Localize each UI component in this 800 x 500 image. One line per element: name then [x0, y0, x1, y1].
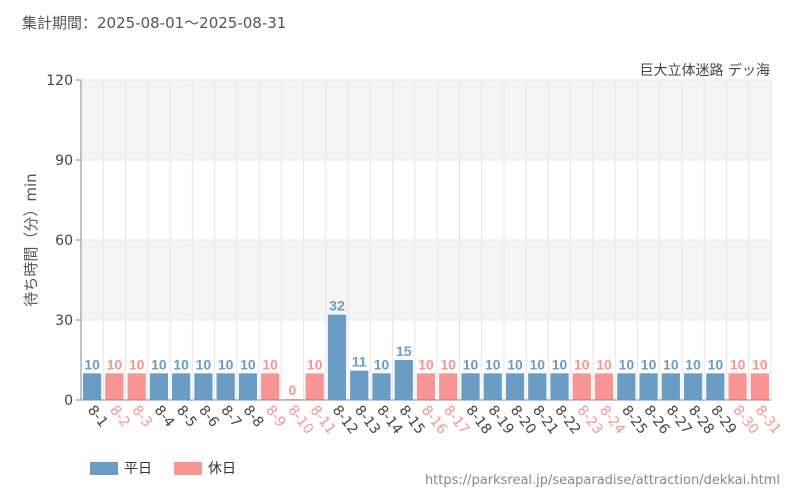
data-labels: 10 10 10 10 10 10 10 10 10 0 10 32 11 10 15 10 10 10 10 10 1…	[84, 298, 768, 399]
data-label-8-28: 10	[685, 356, 701, 372]
data-label-8-3: 10	[129, 356, 145, 372]
x-tick-label-8-6: 8-6	[195, 403, 222, 431]
source-url: https://parksreal.jp/seaparadise/attract…	[424, 473, 780, 488]
data-label-8-27: 10	[663, 356, 679, 372]
data-label-8-23: 10	[574, 356, 590, 372]
data-label-8-17: 10	[440, 356, 456, 372]
legend-swatch-weekday	[90, 461, 118, 475]
x-tick-label-8-9: 8-9	[262, 403, 289, 431]
data-label-8-26: 10	[641, 356, 657, 372]
data-label-8-15: 15	[396, 343, 412, 359]
x-tick-label-8-7: 8-7	[218, 403, 245, 431]
data-label-8-22: 10	[552, 356, 568, 372]
data-label-8-11: 10	[307, 356, 323, 372]
bar-8-11	[305, 373, 324, 400]
y-tick-label: 30	[55, 313, 73, 329]
bar-8-29	[706, 373, 725, 400]
data-label-8-16: 10	[418, 356, 434, 372]
bar-8-16	[416, 373, 436, 400]
bar-8-4	[149, 373, 169, 400]
grid-lines	[80, 79, 772, 401]
grid-band	[81, 80, 771, 160]
x-tick-labels: 8-18-28-38-48-58-68-78-88-98-108-118-128…	[84, 403, 784, 438]
bar-8-18	[461, 373, 480, 400]
data-label-8-4: 10	[151, 356, 167, 372]
data-label-8-19: 10	[485, 356, 501, 372]
legend-swatch-holiday	[174, 461, 202, 475]
background-bands	[81, 80, 771, 320]
bar-8-6	[194, 373, 213, 400]
data-label-8-9: 10	[262, 356, 278, 372]
y-tick-labels: 0 30 60 90 120	[46, 73, 73, 409]
bar-8-14	[372, 373, 391, 400]
bar-8-31	[750, 373, 769, 400]
x-tick-label-8-5: 8-5	[173, 403, 200, 431]
bar-8-17	[439, 373, 458, 400]
data-label-8-5: 10	[173, 356, 189, 372]
bar-8-30	[728, 373, 747, 400]
bar-8-5	[172, 373, 191, 400]
bar-8-26	[639, 373, 658, 400]
data-label-8-20: 10	[507, 356, 523, 372]
bar-8-24	[594, 373, 614, 400]
bar-8-8	[238, 373, 258, 400]
bar-8-19	[483, 373, 502, 400]
grid-band	[81, 240, 771, 320]
x-tick-label-8-8: 8-8	[240, 403, 267, 431]
bar-8-25	[617, 373, 636, 400]
data-label-8-8: 10	[240, 356, 256, 372]
legend-label-holiday: 休日	[208, 461, 236, 477]
data-label-8-18: 10	[463, 356, 479, 372]
bar-8-27	[661, 373, 680, 400]
bar-8-13	[350, 370, 369, 400]
x-tick-label-8-2: 8-2	[106, 403, 133, 431]
data-label-8-21: 10	[530, 356, 546, 372]
attraction-name: 巨大立体迷路 デッ海	[639, 63, 770, 79]
bar-8-15	[394, 360, 413, 400]
legend-item-weekday: 平日	[90, 458, 152, 478]
legend-label-weekday: 平日	[124, 461, 152, 477]
y-tick-label: 120	[46, 73, 73, 89]
data-label-8-10: 0	[289, 382, 297, 398]
data-label-8-14: 10	[374, 356, 390, 372]
bar-8-7	[216, 373, 235, 400]
y-tick-label: 0	[64, 393, 73, 409]
bar-8-3	[127, 373, 146, 400]
bar-8-23	[572, 373, 591, 400]
legend: 平日 休日	[90, 458, 236, 478]
y-tick-label: 90	[55, 153, 73, 169]
legend-item-holiday: 休日	[174, 458, 236, 478]
data-label-8-2: 10	[107, 356, 123, 372]
x-tick-label-8-3: 8-3	[128, 403, 155, 431]
data-label-8-31: 10	[752, 356, 768, 372]
x-tick-label-8-1: 8-1	[84, 403, 111, 431]
bar-8-21	[528, 373, 547, 400]
data-label-8-24: 10	[596, 356, 612, 372]
bar-8-1	[83, 373, 102, 400]
bars	[83, 314, 769, 400]
data-label-8-13: 11	[352, 354, 367, 370]
data-label-8-29: 10	[708, 356, 724, 372]
data-label-8-12: 32	[329, 298, 345, 314]
data-label-8-7: 10	[218, 356, 234, 372]
bar-8-28	[683, 373, 703, 400]
bar-8-20	[505, 373, 525, 400]
y-axis-label: 待ち時間（分）min	[22, 173, 40, 306]
data-label-8-25: 10	[619, 356, 635, 372]
data-label-8-1: 10	[84, 356, 100, 372]
bar-8-2	[105, 373, 124, 400]
bar-8-9	[261, 373, 280, 400]
y-tick-label: 60	[55, 233, 73, 249]
bar-8-22	[550, 373, 569, 400]
data-label-8-6: 10	[196, 356, 212, 372]
axes	[76, 79, 771, 401]
data-label-8-30: 10	[730, 356, 746, 372]
bar-8-12	[327, 314, 347, 400]
period-label: 集計期間：2025-08-01～2025-08-31	[22, 14, 287, 32]
x-tick-label-8-4: 8-4	[151, 403, 178, 431]
